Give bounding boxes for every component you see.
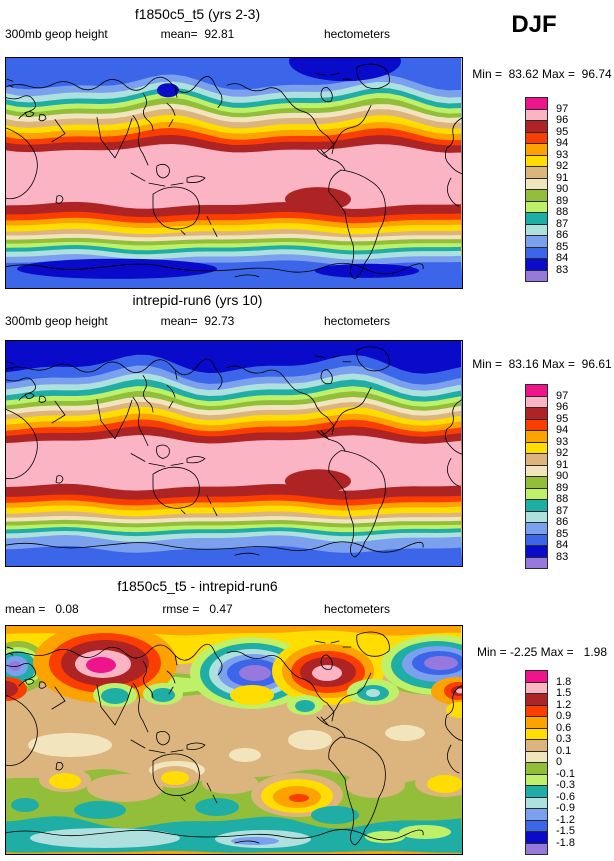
colorbar-tick-label: 83 xyxy=(556,263,569,276)
map-border xyxy=(5,625,463,855)
colorbar-tick-label: 89 xyxy=(556,194,569,207)
map-border xyxy=(5,57,463,289)
colorbar-tick-label: 86 xyxy=(556,516,569,528)
colorbar-tick-label: 89 xyxy=(556,481,569,494)
panel-1-units-label: hectometers xyxy=(323,27,390,41)
panel-3-stats-row: mean = 0.08 rmse = 0.47 hectometers xyxy=(5,602,390,616)
panel-2-title: intrepid-run6 (yrs 10) xyxy=(132,292,263,308)
colorbar-tick-label: 84 xyxy=(556,539,569,551)
colorbar-tick-label: -1.8 xyxy=(556,836,575,849)
colorbar-tick-label: 96 xyxy=(556,401,569,413)
colorbar-tick-label: 86 xyxy=(556,229,569,241)
colorbar-tick-label: 90 xyxy=(556,470,569,482)
panel-2-minmax-label: Min = 83.16 Max = 96.61 xyxy=(472,357,612,371)
panel-1-stats-row: 300mb geop height mean= 92.81 hectometer… xyxy=(5,27,390,41)
colorbar-tick-label: 0.9 xyxy=(556,710,572,722)
colorbar-tick-label: 93 xyxy=(556,148,569,161)
colorbar-tick-label: 97 xyxy=(556,389,569,402)
colorbar-tick-label: 0.1 xyxy=(556,744,572,757)
colorbar-tick-label: 0.6 xyxy=(556,721,572,734)
panel-2-units-label: hectometers xyxy=(323,314,390,328)
colorbar-tick-label: -0.9 xyxy=(556,802,575,814)
colorbar-tick-label: 91 xyxy=(556,458,569,471)
panel-2-variable-label: 300mb geop height xyxy=(5,314,108,328)
panel-1-minmax-label: Min = 83.62 Max = 96.74 xyxy=(472,67,612,81)
contour-map-difference xyxy=(5,625,463,855)
colorbar-tick-label: 83 xyxy=(556,550,569,563)
panel-3-colorbar: 1.8 1.5 1.2 0.9 0.6 0.3 0.1 0 -0.1 -0.3 -0.6 -0.9 -1… xyxy=(525,670,610,861)
panel-1-colorbar: 97 96 95 94 93 92 91 90 89 88 87 86 85 84 83 xyxy=(525,97,610,289)
colorbar-swatch xyxy=(525,842,548,855)
map-border xyxy=(5,340,463,567)
colorbar-tick-label: 92 xyxy=(556,447,569,459)
panel-3-minmax-label: Min = -2.25 Max = 1.98 xyxy=(476,645,608,659)
colorbar-tick-label: 1.8 xyxy=(556,675,572,688)
colorbar-tick-label: 88 xyxy=(556,493,569,505)
panel-2-stats-row: 300mb geop height mean= 92.73 hectometer… xyxy=(5,314,390,328)
colorbar-tick-label: 87 xyxy=(556,504,569,517)
panel-3-rmse-label: rmse = 0.47 xyxy=(162,602,233,616)
colorbar-swatch xyxy=(525,556,548,569)
colorbar-swatch xyxy=(525,269,548,282)
panel-3-units-label: hectometers xyxy=(323,602,390,616)
colorbar-tick-label: 93 xyxy=(556,435,569,448)
colorbar-tick-label: -1.5 xyxy=(556,825,575,837)
colorbar-tick-label: 94 xyxy=(556,424,569,436)
colorbar-tick-label: 94 xyxy=(556,137,569,149)
season-label: DJF xyxy=(511,11,557,38)
colorbar-tick-label: 87 xyxy=(556,217,569,230)
colorbar-tick-label: 84 xyxy=(556,252,569,264)
colorbar-tick-label: 0 xyxy=(556,756,563,768)
contour-map-model-2 xyxy=(5,340,463,567)
colorbar-tick-label: -1.2 xyxy=(556,813,575,826)
colorbar-tick-label: 90 xyxy=(556,183,569,195)
colorbar-tick-label: 88 xyxy=(556,206,569,218)
colorbar-tick-label: 85 xyxy=(556,527,569,540)
colorbar-tick-label: 1.2 xyxy=(556,698,572,711)
panel-1-mean-label: mean= 92.81 xyxy=(160,27,235,41)
panel-1-variable-label: 300mb geop height xyxy=(5,27,108,41)
panel-2-mean-label: mean= 92.73 xyxy=(160,314,235,328)
colorbar-tick-label: -0.6 xyxy=(556,790,575,803)
panel-3-title: f1850c5_t5 - intrepid-run6 xyxy=(117,578,278,594)
panel-3-mean-label: mean = 0.08 xyxy=(5,602,79,616)
colorbar-tick-label: 92 xyxy=(556,160,569,172)
contour-map-model-1 xyxy=(5,57,463,289)
colorbar-tick-label: 96 xyxy=(556,114,569,126)
colorbar-tick-label: -0.1 xyxy=(556,767,575,780)
colorbar-tick-label: 85 xyxy=(556,240,569,253)
panel-2-colorbar: 97 96 95 94 93 92 91 90 89 88 87 86 85 84 83 xyxy=(525,384,610,576)
colorbar-tick-label: -0.3 xyxy=(556,779,575,791)
colorbar-tick-label: 97 xyxy=(556,102,569,115)
colorbar-tick-label: 91 xyxy=(556,171,569,184)
colorbar-tick-label: 0.3 xyxy=(556,733,572,745)
panel-1-title: f1850c5_t5 (yrs 2-3) xyxy=(134,6,261,22)
colorbar-tick-label: 1.5 xyxy=(556,687,572,699)
colorbar-tick-label: 95 xyxy=(556,412,569,425)
colorbar-tick-label: 95 xyxy=(556,125,569,138)
